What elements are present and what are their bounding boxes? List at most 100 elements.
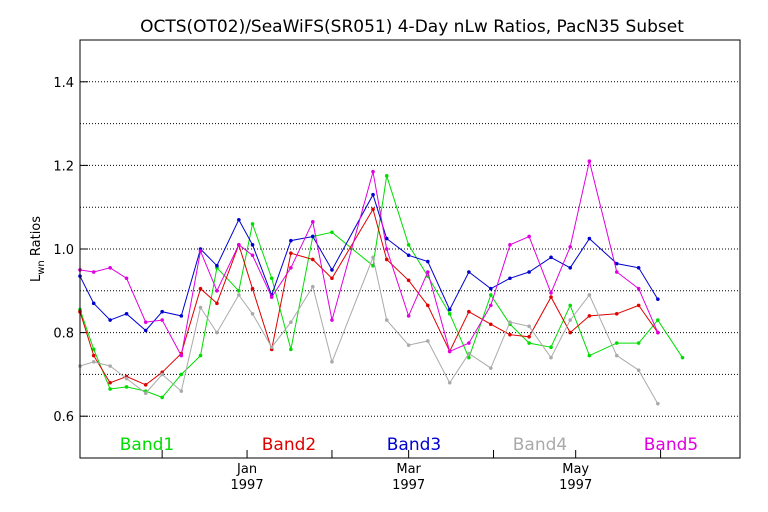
legend-entry: Band5 — [644, 435, 698, 455]
data-point — [467, 270, 471, 274]
data-point — [160, 372, 164, 377]
legend-entry: Band2 — [262, 435, 316, 455]
data-point — [143, 328, 148, 333]
data-point — [488, 366, 493, 370]
data-point — [426, 259, 430, 264]
data-point — [371, 192, 375, 197]
data-point — [488, 322, 493, 327]
y-tick-label: 0.6 — [53, 410, 74, 425]
series-line — [79, 208, 659, 386]
data-point — [198, 249, 203, 253]
data-point — [508, 276, 512, 281]
data-point — [91, 360, 96, 364]
data-point — [549, 255, 553, 260]
data-point — [636, 303, 641, 308]
data-point — [198, 286, 203, 291]
x-tick-label: Mar — [396, 462, 421, 477]
series-group — [78, 159, 685, 406]
data-point — [250, 311, 255, 316]
data-point — [237, 289, 241, 293]
data-point — [108, 266, 112, 270]
data-point — [237, 217, 241, 222]
data-point — [568, 318, 573, 322]
data-point — [636, 368, 641, 373]
data-point — [549, 345, 553, 350]
data-point — [269, 345, 274, 350]
data-point — [160, 309, 164, 314]
data-point — [215, 289, 219, 293]
data-point — [614, 341, 619, 345]
data-point — [371, 207, 375, 212]
data-point — [237, 243, 241, 247]
data-point — [447, 380, 452, 385]
data-point — [384, 174, 389, 178]
data-point — [91, 353, 96, 358]
data-point — [568, 245, 573, 249]
data-point — [527, 334, 531, 339]
data-point — [508, 320, 512, 324]
data-point — [108, 364, 112, 368]
data-point — [198, 353, 203, 358]
data-point — [91, 347, 96, 352]
data-point — [488, 286, 493, 291]
legend-entry: Band3 — [387, 435, 441, 455]
data-point — [527, 341, 531, 345]
y-axis-ticks: 0.6 0.8 1.0 1.2 1.4 — [53, 76, 88, 425]
data-point — [330, 360, 334, 364]
data-point — [587, 159, 592, 164]
data-point — [508, 243, 512, 247]
data-point — [467, 341, 471, 345]
data-point — [568, 330, 573, 335]
data-point — [384, 236, 389, 241]
series-line — [79, 161, 659, 358]
data-point — [568, 303, 573, 308]
data-point — [310, 257, 315, 262]
data-point — [371, 255, 375, 260]
series-band4 — [78, 255, 660, 406]
data-point — [124, 385, 129, 389]
data-point — [549, 295, 553, 299]
series-band2 — [78, 207, 660, 387]
legend-entry: Band4 — [513, 435, 567, 455]
data-point — [143, 391, 148, 396]
data-point — [447, 307, 452, 312]
data-point — [614, 261, 619, 266]
y-tick-label: 1.0 — [53, 243, 74, 258]
data-point — [160, 318, 164, 322]
data-point — [406, 253, 411, 258]
legend: Band1 Band2 Band3 Band4 Band5 — [120, 435, 698, 455]
data-point — [215, 330, 219, 335]
data-point — [269, 276, 274, 281]
data-point — [330, 230, 334, 235]
data-point — [636, 341, 641, 345]
data-point — [143, 320, 148, 324]
data-point — [179, 314, 184, 318]
data-point — [179, 389, 184, 393]
data-point — [160, 395, 164, 400]
data-point — [587, 293, 592, 297]
data-point — [527, 234, 531, 239]
data-point — [215, 263, 219, 268]
data-point — [549, 291, 553, 295]
series-line — [79, 193, 659, 332]
y-tick-label: 1.2 — [53, 159, 74, 174]
data-point — [614, 270, 619, 274]
data-point — [289, 266, 293, 270]
data-point — [310, 284, 315, 289]
y-tick-label: 0.8 — [53, 327, 74, 342]
data-point — [371, 169, 375, 174]
data-point — [289, 320, 293, 324]
data-point — [310, 220, 315, 224]
data-point — [508, 332, 512, 337]
data-point — [467, 355, 471, 360]
data-point — [467, 309, 471, 314]
data-point — [108, 387, 112, 391]
data-point — [656, 297, 660, 301]
data-point — [426, 270, 430, 274]
data-point — [447, 311, 452, 316]
data-point — [289, 347, 293, 352]
y-axis-label: Lwn Ratios — [29, 216, 47, 282]
data-point — [237, 293, 241, 297]
data-point — [91, 270, 96, 274]
